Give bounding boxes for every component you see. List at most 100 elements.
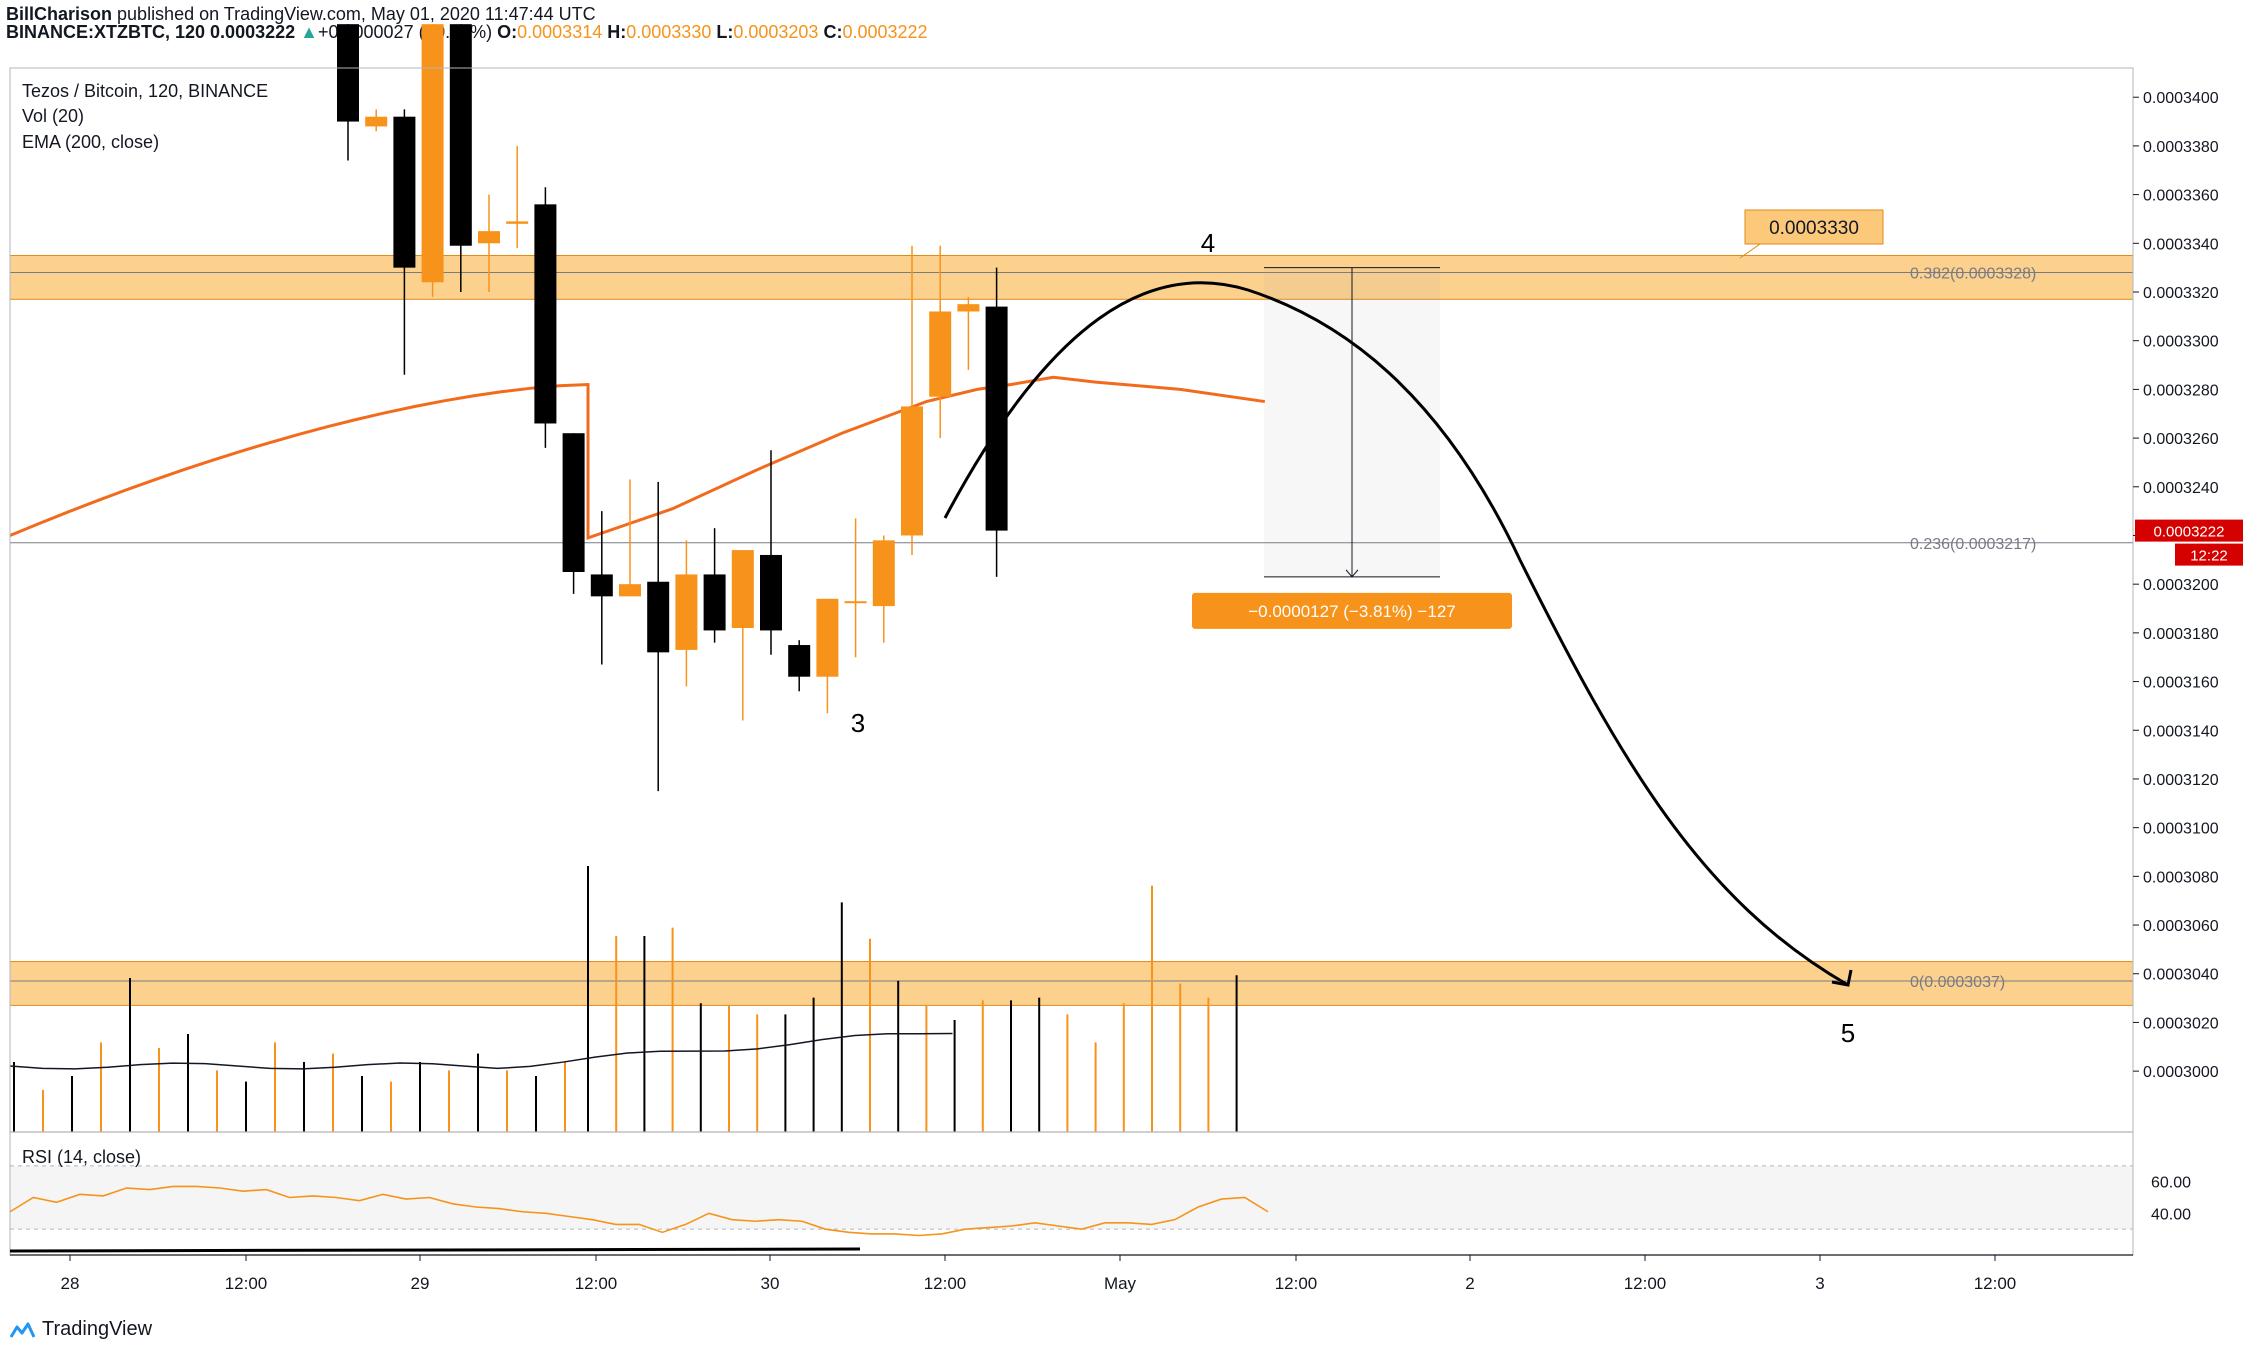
- projection-arc: 4 3 5: [851, 228, 1855, 1048]
- candle-body: [985, 306, 1008, 531]
- measure-label: −0.0000127 (−3.81%) −127: [1248, 602, 1455, 621]
- rsi-pane: 60.00 40.00: [9, 1165, 2191, 1253]
- fib-level-label: 0.236(0.0003217): [1910, 536, 2036, 553]
- symbol-label: BINANCE:XTZBTC, 120: [6, 22, 206, 42]
- price-tick-label: 0.0003060: [2143, 918, 2219, 935]
- candle-body: [647, 581, 670, 653]
- price-tick-label: 0.0003100: [2143, 821, 2219, 838]
- price-tick-label: 0.0003240: [2143, 480, 2219, 497]
- measure-tool: −0.0000127 (−3.81%) −127 0.0003330: [1192, 209, 1884, 629]
- price-zone: [9, 961, 2134, 1006]
- price-tick-label: 0.0003340: [2143, 236, 2219, 253]
- legend-volume[interactable]: Vol (20): [22, 106, 84, 126]
- current-price-badge: [2135, 519, 2243, 542]
- price-tick-label: 0.0003280: [2143, 382, 2219, 399]
- time-tick-label: 2: [1465, 1274, 1474, 1293]
- ema-line: [9, 375, 1266, 541]
- candle-body: [788, 645, 811, 677]
- wave-label-4: 4: [1201, 228, 1215, 258]
- price-tick-label: 0.0003140: [2143, 723, 2219, 740]
- price-tick-label: 0.0003000: [2143, 1064, 2219, 1081]
- price-tick-label: 0.0003360: [2143, 188, 2219, 205]
- candle-body: [957, 304, 980, 312]
- time-tick-label: 12:00: [225, 1274, 268, 1293]
- candle-body: [449, 24, 472, 246]
- high-label: H:: [607, 22, 627, 42]
- price-tick-label: 0.0003080: [2143, 869, 2219, 886]
- rsi-band: [10, 1165, 2133, 1230]
- plot-border: [9, 67, 2134, 1256]
- volume-ma-line: [9, 1032, 953, 1070]
- volume-bars: [9, 866, 1238, 1132]
- time-tick-label: 12:00: [1624, 1274, 1667, 1293]
- publish-info: published on TradingView.com, May 01, 20…: [117, 4, 596, 24]
- fib-level-label: 0(0.0003037): [1910, 974, 2005, 991]
- wave-label-5: 5: [1841, 1018, 1855, 1048]
- candle-body: [534, 204, 557, 424]
- candle-body: [365, 116, 388, 127]
- fibonacci-levels: 0.382(0.0003328) 0.236(0.0003217) 0(0.0003…: [10, 266, 2133, 991]
- price-tick-label: 0.0003200: [2143, 577, 2219, 594]
- time-tick-label: 12:00: [575, 1274, 618, 1293]
- zone-badge-pointer: [1739, 243, 1761, 259]
- candle-body: [590, 574, 613, 597]
- ohlc-line: BINANCE:XTZBTC, 120 0.0003222 ▲+0.000002…: [6, 22, 928, 43]
- price-tick-label: 0.0003260: [2143, 431, 2219, 448]
- close-value: 0.0003222: [842, 22, 928, 42]
- price-tick-label: 0.0003020: [2143, 1015, 2219, 1032]
- measure-arrow-head-icon: [1345, 569, 1359, 578]
- close-label: C:: [823, 22, 843, 42]
- time-tick-label: 12:00: [924, 1274, 967, 1293]
- candle-body: [506, 221, 529, 224]
- legend-ema[interactable]: EMA (200, close): [22, 132, 159, 152]
- fib-level-label: 0.382(0.0003328): [1910, 266, 2036, 283]
- legend-title[interactable]: Tezos / Bitcoin, 120, BINANCE: [22, 81, 268, 101]
- axes: 0.0003400 0.0003380 0.0003360 0.0003340 0.00…: [9, 67, 2243, 1293]
- candle-body: [703, 574, 726, 631]
- candle-body: [731, 550, 754, 628]
- rsi-tick-label: 40.00: [2151, 1206, 2191, 1223]
- candle-body: [337, 24, 359, 122]
- ema-200-line: [9, 375, 1266, 541]
- current-price-label: 0.0003222: [2154, 524, 2225, 541]
- high-value: 0.0003330: [626, 22, 712, 42]
- countdown-badge: [2175, 543, 2243, 566]
- countdown-label: 12:22: [2190, 548, 2228, 565]
- time-tick-label: May: [1104, 1274, 1137, 1293]
- rsi-trendline: [9, 1247, 861, 1253]
- projection-arrow-icon: [1831, 969, 1853, 987]
- time-tick-label: 28: [61, 1274, 80, 1293]
- candle-body: [844, 601, 867, 604]
- wave-label-3: 3: [851, 708, 865, 738]
- candle-body: [562, 433, 585, 572]
- price-tick-label: 0.0003040: [2143, 967, 2219, 984]
- zone-badge-label: 0.0003330: [1769, 218, 1859, 239]
- last-price: 0.0003222: [210, 22, 296, 42]
- candle-body: [901, 406, 923, 536]
- price-tick-label: 0.0003380: [2143, 139, 2219, 156]
- tradingview-footer[interactable]: TradingView: [8, 1318, 152, 1341]
- legend-rsi[interactable]: RSI (14, close): [22, 1147, 141, 1167]
- open-label: O:: [497, 22, 518, 42]
- tradingview-brand: TradingView: [42, 1318, 153, 1340]
- measure-badge: [1192, 592, 1512, 629]
- publish-line: BillCharison published on TradingView.co…: [6, 4, 596, 25]
- support-resistance-zones: [9, 254, 2134, 1006]
- low-label: L:: [716, 22, 734, 42]
- price-zone: [9, 254, 2134, 300]
- price-tick-label: 0.0003300: [2143, 334, 2219, 351]
- time-tick-label: 29: [411, 1274, 430, 1293]
- candle-body: [816, 598, 839, 677]
- author[interactable]: BillCharison: [6, 4, 113, 24]
- projection-curve: [943, 281, 1849, 987]
- time-tick-label: 12:00: [1275, 1274, 1318, 1293]
- time-tick-label: 3: [1815, 1274, 1824, 1293]
- change-up-icon: ▲: [300, 22, 318, 42]
- candle-body: [619, 584, 641, 597]
- price-change: +0.0000027 (+0.85%): [317, 22, 493, 42]
- candles: [337, 24, 1008, 792]
- candle-body: [478, 231, 500, 244]
- price-tick-label: 0.0003180: [2143, 626, 2219, 643]
- time-tick-label: 30: [761, 1274, 780, 1293]
